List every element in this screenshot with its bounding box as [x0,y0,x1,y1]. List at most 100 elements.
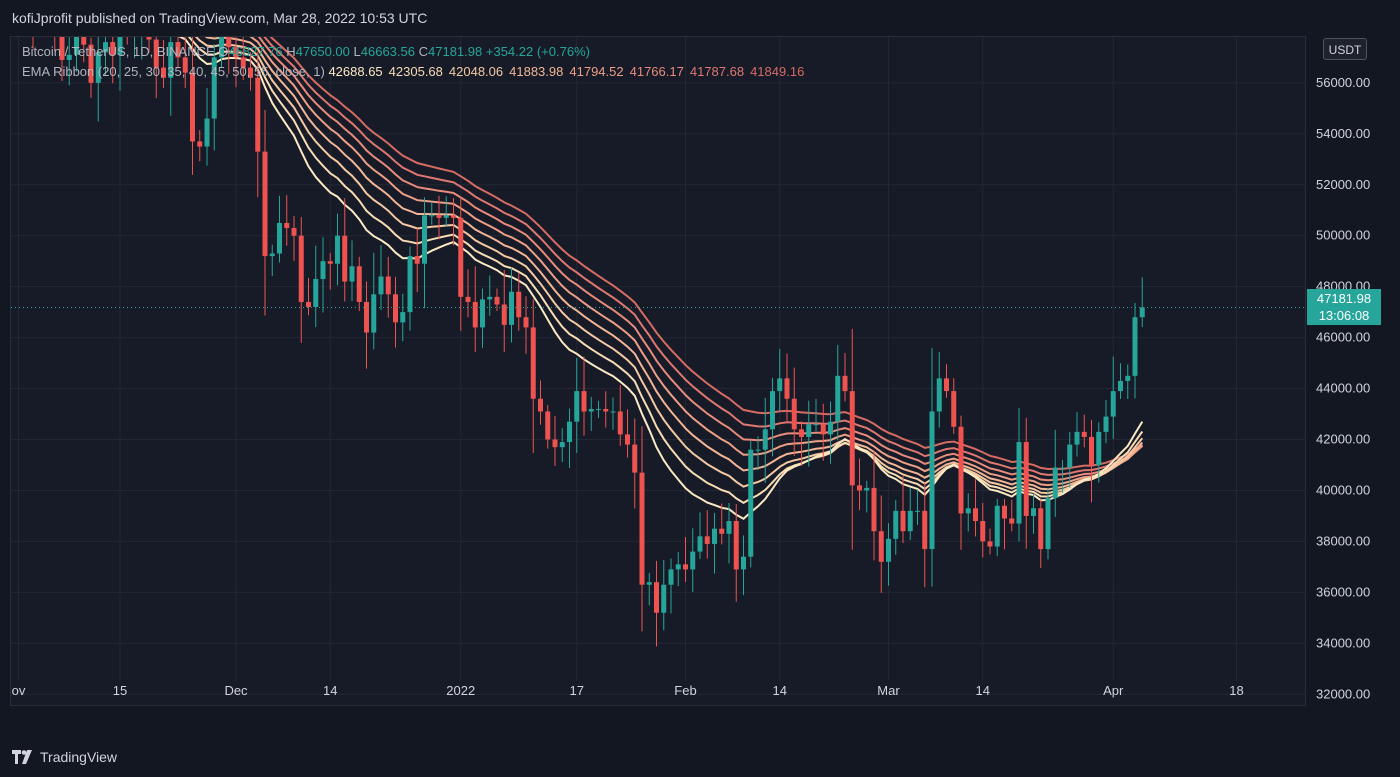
candle-body [697,536,703,552]
candle-body [161,67,166,78]
close-value: 47181.98 [428,44,483,59]
high-label: H [286,44,296,59]
low-value: 46663.56 [360,44,415,59]
candle-body [306,301,311,308]
candle-body [588,408,594,412]
candle-body [639,472,645,585]
candle-body [936,378,942,412]
currency-button[interactable]: USDT [1323,38,1367,60]
candle-body [1060,467,1065,469]
candle-body [103,42,108,53]
candle-body [661,584,667,613]
candle-body [298,235,304,302]
candle-body [1052,467,1058,499]
candle-body [777,378,783,392]
tradingview-logo[interactable]: TradingView [12,749,117,765]
candle-body [1016,442,1022,524]
candle-body [886,538,891,562]
candle-body [74,37,79,55]
candle-body [451,215,456,218]
candle-body [828,421,833,435]
brand-name: TradingView [40,749,118,765]
candle-body [153,39,159,68]
candle-body [364,301,369,333]
change-value: +354.22 (+0.76%) [485,44,590,59]
candle-body [88,44,94,83]
candle-body [632,444,638,473]
candle-body [335,235,340,264]
legend-ohlc-row: Bitcoin / TetherUS, 1D, BINANCE O46827.7… [22,42,810,62]
footer [0,740,1400,777]
candle-body [480,299,485,328]
candle-body [864,487,870,491]
candle-body [1023,442,1029,516]
time-axis-label: Dec [224,683,248,698]
candle-body [799,429,804,437]
ema-value: 42048.06 [448,64,504,79]
candle-body [487,296,493,300]
candle-body [197,141,203,147]
candle-body [654,582,659,613]
candle-body [465,296,471,302]
ema-line [187,37,1144,504]
time-axis-label: 14 [323,683,337,698]
candle-body [1103,416,1109,432]
candle-body [175,42,181,58]
price-axis[interactable]: 32000.00 34000.00 36000.00 38000.00 40000.00… [1306,36,1400,706]
candles [32,37,1145,647]
candle-body [226,37,232,48]
candle-body [893,510,899,539]
time-axis-label: Apr [1103,683,1124,698]
chart-pane[interactable]: ov 15 Dec 14 2022 17 Feb 14 Mar 14 Apr 18 [10,36,1307,707]
candle-body [581,391,587,412]
candle-body [965,508,971,514]
ema-ribbon-label[interactable]: EMA Ribbon (20, 25, 30, 35, 40, 45, 50, … [22,64,325,79]
candle-body [915,510,920,512]
candle-body [255,77,261,152]
candle-body [168,42,174,78]
candle-body [741,556,746,570]
candle-body [878,531,884,562]
candle-body [596,408,601,410]
candle-body [994,505,1000,547]
current-price-label: 47181.98 13:06:08 [1307,289,1381,326]
price-axis-label: 38000.00 [1316,533,1370,548]
ema-value: 41766.17 [629,64,684,79]
time-axis-label: Mar [877,683,900,698]
candle-body [407,256,413,313]
candle-body [1132,317,1138,376]
price-axis-label: 44000.00 [1316,381,1370,396]
candle-body [748,449,754,557]
tradingview-logo-icon [12,750,32,764]
candle-body [1067,444,1073,468]
ema-line [194,37,1144,495]
time-axis-label: 14 [976,683,990,698]
candle-body [211,57,217,119]
candle-body [1045,498,1051,550]
candle-body [538,398,543,412]
ema-values: 42688.65 42305.68 42048.06 41883.98 41794.52… [328,64,810,79]
candle-body [712,528,717,544]
candle-body [646,582,652,585]
candle-body [1096,431,1102,465]
candle-body [813,424,819,426]
ema-value: 41883.98 [509,64,564,79]
candle-body [414,256,420,264]
open-value: 46827.76 [228,44,283,59]
candle-body [356,266,362,302]
candle-body [733,521,739,570]
candle-body [726,521,732,534]
price-chart[interactable]: ov 15 Dec 14 2022 17 Feb 14 Mar 14 Apr 18 [11,37,1307,707]
candle-body [900,510,906,532]
symbol-name[interactable]: Bitcoin / TetherUS, 1D, BINANCE [22,44,215,59]
price-axis-label: 36000.00 [1316,584,1370,599]
price-axis-label: 34000.00 [1316,635,1370,650]
candle-body [1009,518,1015,524]
candle-body [770,391,775,430]
high-value: 47650.00 [295,44,350,59]
candle-body [1002,505,1007,519]
candle-body [422,215,427,264]
candle-body [668,569,674,585]
time-axis-label: ov [12,683,26,698]
candle-body [944,378,949,392]
